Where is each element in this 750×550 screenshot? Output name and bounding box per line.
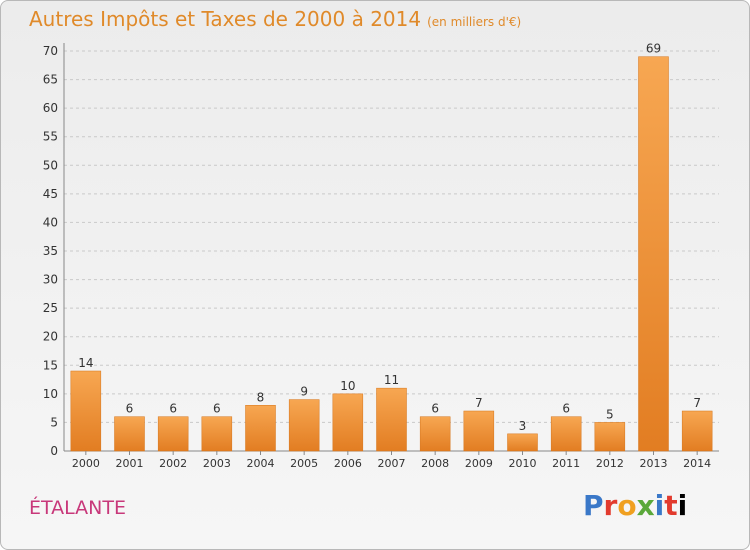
bar-value-label: 8 bbox=[257, 390, 265, 404]
y-tick-label: 0 bbox=[50, 444, 58, 458]
x-tick-label: 2004 bbox=[247, 457, 275, 470]
chart-unit: (en milliers d'€) bbox=[427, 15, 522, 29]
bar bbox=[114, 416, 145, 452]
x-tick-label: 2005 bbox=[290, 457, 318, 470]
y-tick-label: 15 bbox=[43, 358, 58, 372]
bar-value-label: 6 bbox=[126, 402, 134, 416]
y-tick-label: 65 bbox=[43, 73, 58, 87]
y-tick-label: 10 bbox=[43, 387, 58, 401]
x-tick-label: 2006 bbox=[334, 457, 362, 470]
bar bbox=[201, 416, 233, 452]
chart-title-text: Autres Impôts et Taxes de 2000 à 2014 bbox=[29, 7, 422, 31]
bar bbox=[594, 422, 626, 452]
bar-value-label: 10 bbox=[340, 379, 355, 393]
logo-letter: t bbox=[664, 489, 678, 522]
bar bbox=[70, 370, 102, 452]
y-tick-label: 45 bbox=[43, 187, 58, 201]
bar bbox=[288, 399, 320, 452]
proxiti-logo: Proxiti bbox=[583, 489, 687, 522]
logo-letter: P bbox=[583, 489, 604, 522]
y-tick-label: 35 bbox=[43, 244, 58, 258]
bar bbox=[638, 56, 669, 452]
logo-letter: i bbox=[677, 489, 688, 522]
bar-value-label: 7 bbox=[693, 396, 701, 410]
bar bbox=[550, 416, 582, 452]
x-tick-label: 2009 bbox=[465, 457, 493, 470]
chart-title: Autres Impôts et Taxes de 2000 à 2014 (en… bbox=[29, 7, 521, 31]
y-tick-label: 25 bbox=[43, 301, 58, 315]
bar-value-label: 7 bbox=[475, 396, 483, 410]
logo-letter: r bbox=[603, 489, 618, 522]
x-tick-label: 2014 bbox=[683, 457, 711, 470]
bar-value-label: 3 bbox=[519, 419, 527, 433]
x-tick-label: 2000 bbox=[72, 457, 100, 470]
bar-value-label: 14 bbox=[78, 356, 93, 370]
bar-value-label: 5 bbox=[606, 407, 614, 421]
y-tick-label: 60 bbox=[43, 101, 58, 115]
y-tick-label: 55 bbox=[43, 130, 58, 144]
logo-letter: x bbox=[636, 489, 655, 522]
y-tick-label: 20 bbox=[43, 330, 58, 344]
bar bbox=[376, 387, 407, 452]
bar bbox=[332, 393, 364, 452]
y-tick-label: 40 bbox=[43, 215, 58, 229]
bar bbox=[419, 416, 451, 452]
bar bbox=[157, 416, 189, 452]
x-tick-label: 2001 bbox=[116, 457, 144, 470]
logo-letter: i bbox=[654, 489, 665, 522]
commune-name: ÉTALANTE bbox=[29, 497, 126, 519]
bar-value-label: 11 bbox=[384, 373, 399, 387]
x-tick-label: 2002 bbox=[159, 457, 187, 470]
y-tick-label: 50 bbox=[43, 158, 58, 172]
bar-value-label: 6 bbox=[169, 402, 177, 416]
x-tick-label: 2010 bbox=[509, 457, 537, 470]
logo-letter: o bbox=[617, 489, 637, 522]
x-tick-label: 2008 bbox=[421, 457, 449, 470]
x-tick-label: 2013 bbox=[640, 457, 668, 470]
bar bbox=[463, 410, 495, 452]
y-tick-label: 30 bbox=[43, 273, 58, 287]
bar bbox=[507, 433, 538, 452]
bar-value-label: 9 bbox=[300, 385, 308, 399]
bar-value-label: 69 bbox=[646, 42, 661, 56]
x-tick-label: 2007 bbox=[378, 457, 406, 470]
bar bbox=[681, 410, 713, 452]
y-tick-label: 70 bbox=[43, 44, 58, 58]
bar bbox=[245, 405, 276, 452]
bar-value-label: 6 bbox=[213, 402, 221, 416]
y-tick-label: 5 bbox=[50, 415, 58, 429]
x-tick-label: 2003 bbox=[203, 457, 231, 470]
bar-value-label: 6 bbox=[562, 402, 570, 416]
bar-value-label: 6 bbox=[431, 402, 439, 416]
x-tick-label: 2012 bbox=[596, 457, 624, 470]
x-tick-label: 2011 bbox=[552, 457, 580, 470]
